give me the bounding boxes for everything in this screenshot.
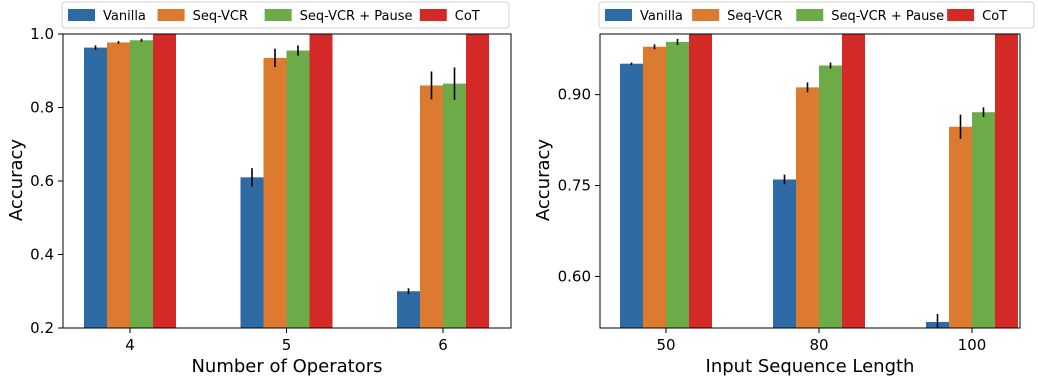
legend-label-cot: CoT — [982, 9, 1007, 24]
bar-seq-vcr-80 — [796, 87, 819, 328]
legend-label-cot: CoT — [455, 9, 480, 24]
bar-cot-5 — [309, 34, 333, 328]
legend-label-seq-vcr-pause: Seq-VCR + Pause — [300, 9, 413, 24]
bar-seq-vcr-6 — [420, 85, 443, 328]
bar-seq-vcr-pause-80 — [819, 65, 842, 328]
chart-panel-2: 0.60 0.75 0.90 50 80 100 Input Sequence Length… — [533, 1, 1035, 377]
bar-cot-100 — [995, 34, 1018, 328]
bar-vanilla-4 — [84, 47, 107, 328]
legend: Vanilla Seq-VCR Seq-VCR + Pause CoT — [61, 1, 510, 29]
bar-seq-vcr-pause-50 — [666, 41, 689, 328]
x-axis-title: Number of Operators — [191, 356, 382, 377]
bar-cot-50 — [689, 34, 712, 328]
legend-swatch-vanilla — [68, 9, 95, 21]
x-tick-label: 50 — [656, 336, 675, 354]
x-tick-label: 80 — [809, 336, 828, 354]
legend-swatch-seq-vcr — [157, 9, 185, 21]
x-tick-label: 100 — [958, 336, 987, 354]
bar-cot-80 — [842, 34, 865, 328]
y-axis-title: Accuracy — [533, 139, 554, 222]
y-tick-label: 0.75 — [558, 177, 591, 195]
x-tick-label: 6 — [438, 336, 448, 354]
bar-seq-vcr-pause-4 — [130, 40, 153, 328]
legend-label-vanilla: Vanilla — [103, 9, 146, 24]
y-tick-label: 0.6 — [30, 172, 54, 190]
bars — [84, 34, 489, 328]
legend-swatch-seq-vcr — [692, 9, 720, 21]
x-tick-label: 5 — [282, 336, 292, 354]
y-tick-label: 0.2 — [30, 319, 54, 337]
y-axis-title: Accuracy — [6, 139, 27, 222]
legend-swatch-seq-vcr-pause — [796, 9, 824, 21]
bar-seq-vcr-pause-100 — [972, 112, 995, 328]
legend-label-vanilla: Vanilla — [640, 9, 683, 24]
legend-swatch-cot — [419, 9, 447, 21]
legend: Vanilla Seq-VCR Seq-VCR + Pause CoT — [598, 1, 1035, 29]
bar-seq-vcr-50 — [643, 46, 666, 328]
bars — [620, 34, 1018, 328]
bar-seq-vcr-5 — [263, 57, 287, 328]
x-axis-title: Input Sequence Length — [706, 356, 915, 377]
bar-seq-vcr-pause-6 — [443, 83, 466, 328]
y-tick-label: 1.0 — [30, 25, 54, 43]
legend-swatch-vanilla — [605, 9, 632, 21]
bar-cot-4 — [153, 34, 176, 328]
y-tick-label: 0.60 — [558, 267, 591, 285]
y-tick-label: 0.90 — [558, 86, 591, 104]
legend-label-seq-vcr: Seq-VCR — [193, 9, 248, 24]
bar-cot-6 — [466, 34, 489, 328]
y-tick-label: 0.4 — [30, 246, 54, 264]
x-tick-label: 4 — [125, 336, 135, 354]
y-tick-label: 0.8 — [30, 99, 54, 117]
legend-label-seq-vcr: Seq-VCR — [727, 9, 782, 24]
bar-vanilla-80 — [773, 179, 796, 328]
bar-seq-vcr-pause-5 — [286, 50, 310, 328]
legend-label-seq-vcr-pause: Seq-VCR + Pause — [831, 9, 944, 24]
bar-seq-vcr-100 — [949, 126, 972, 328]
bar-vanilla-50 — [620, 63, 643, 328]
legend-swatch-seq-vcr-pause — [264, 9, 292, 21]
bar-vanilla-5 — [240, 177, 264, 328]
axes-frame — [599, 33, 1021, 329]
chart-panel-1: 0.2 0.4 0.6 0.8 1.0 4 5 6 Number of Operators Acc… — [6, 1, 512, 377]
bar-seq-vcr-4 — [107, 42, 130, 328]
bar-vanilla-6 — [397, 291, 420, 328]
legend-swatch-cot — [947, 9, 975, 21]
